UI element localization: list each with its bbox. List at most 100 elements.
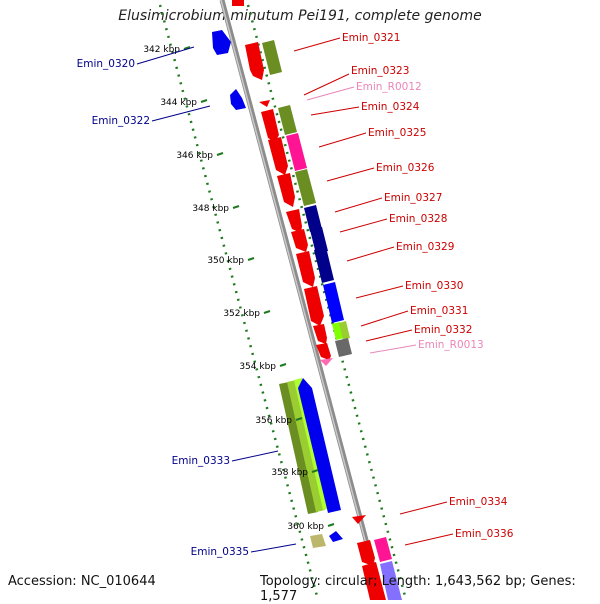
gene-emin-r0013: [320, 358, 333, 366]
scale-tick: [232, 205, 240, 209]
gene-label[interactable]: Emin_0323: [351, 65, 409, 77]
gene-emin-0333-b: [287, 380, 325, 512]
gene-label[interactable]: Emin_0329: [396, 241, 454, 253]
map-title: Elusimicrobium minutum Pei191, complete …: [118, 8, 482, 24]
gene-emin-0323: [259, 100, 270, 107]
gene-label-leader: [334, 197, 383, 213]
scale-tick-label: 344 kbp: [160, 98, 197, 108]
gene-emin-0325: [268, 137, 288, 175]
gene-label[interactable]: Emin_0328: [389, 213, 447, 225]
gene-label-leader: [310, 106, 360, 116]
gene-label-leader: [365, 329, 413, 342]
gene-label-leader: [318, 132, 367, 148]
gene-label[interactable]: Emin_0324: [361, 101, 420, 113]
scale-tick-label: 358 kbp: [271, 468, 308, 478]
gene-label[interactable]: Emin_0334: [449, 496, 508, 508]
scale-tick: [247, 257, 255, 261]
gene-label[interactable]: Emin_0333: [172, 455, 230, 467]
gene-emin-0336-bottom2: [380, 561, 402, 600]
gene-label[interactable]: Emin_0335: [191, 546, 249, 558]
gene-label-leader: [360, 310, 409, 327]
gene-label-leader: [369, 344, 417, 354]
scale-tick-label: 348 kbp: [192, 204, 229, 214]
gene-emin-0322: [230, 89, 246, 110]
gene-label-leader: [339, 218, 388, 233]
gene-emin-0331: [313, 324, 327, 344]
gene-emin-0328: [291, 229, 308, 252]
scale-tick: [327, 523, 335, 527]
scale-tick-label: 350 kbp: [207, 256, 244, 266]
scale-tick: [216, 152, 224, 156]
gene-emin-0327-feature: [304, 205, 322, 232]
gene-emin-0326-feature: [295, 169, 316, 206]
gene-emin-0330: [304, 286, 324, 326]
gene-emin-0321-feature: [262, 40, 282, 75]
gene-label[interactable]: Emin_0326: [376, 162, 435, 174]
gene-emin-0320: [212, 30, 231, 55]
ruler-right: [246, 4, 408, 600]
gene-emin-0330-feature: [323, 282, 344, 323]
gene-label-leader: [346, 246, 395, 262]
gene-label[interactable]: Emin_0321: [342, 32, 400, 44]
gene-label-leader: [293, 37, 341, 52]
gene-label[interactable]: Emin_0327: [384, 192, 442, 204]
gene-label[interactable]: Emin_R0012: [356, 81, 422, 93]
gene-emin-0327: [286, 209, 302, 233]
gene-emin-0329-feature: [314, 247, 334, 283]
gene-emin-0324: [261, 109, 279, 142]
gene-emin-0333-d: [298, 378, 341, 513]
gene-emin-0331-feature2: [339, 321, 350, 340]
gene-label-leader: [136, 46, 195, 65]
scale-tick: [311, 469, 319, 473]
scale-tick-label: 342 kbp: [143, 45, 180, 55]
accession-text: Accession: NC_010644: [8, 574, 156, 589]
gene-label[interactable]: Emin_0330: [405, 280, 463, 292]
gene-emin-0335: [310, 534, 326, 548]
gene-label-leader: [306, 86, 355, 101]
gene-emin-0336-bottom: [362, 562, 386, 600]
genome-backbone-highlight: [220, 0, 382, 600]
gene-emin-0329: [296, 251, 315, 287]
gene-emin-0333-a: [279, 382, 318, 514]
scale-tick-label: 360 kbp: [287, 522, 324, 532]
gene-label-leader: [326, 167, 375, 182]
scale-tick-label: 352 kbp: [223, 309, 260, 319]
gene-emin-0328-feature: [310, 227, 328, 254]
scale-tick-label: 354 kbp: [239, 362, 276, 372]
gene-emin-0335-b: [329, 531, 343, 542]
scale-tick: [279, 363, 287, 367]
gene-label-leader: [303, 73, 350, 96]
genome-backbone: [219, 0, 385, 600]
scale-tick: [295, 417, 303, 421]
gene-top-red: [232, 0, 244, 6]
gene-label[interactable]: Emin_0325: [368, 127, 426, 139]
gene-emin-0334: [352, 515, 366, 524]
gene-emin-0326: [277, 173, 295, 207]
gene-emin-0325-feature: [286, 133, 307, 171]
gene-label-leader: [404, 533, 454, 546]
gene-label-leader: [231, 450, 279, 462]
gene-emin-0336: [357, 540, 375, 566]
scale-tick-label: 356 kbp: [255, 416, 292, 426]
scale-tick: [183, 46, 191, 50]
gene-label-leader: [355, 285, 404, 299]
gene-emin-0324-feature: [278, 105, 297, 135]
gene-label-leader: [151, 105, 211, 122]
scale-tick: [200, 99, 208, 103]
gene-label[interactable]: Emin_R0013: [418, 339, 484, 351]
gene-label[interactable]: Emin_0332: [414, 324, 472, 336]
gene-emin-0321: [245, 42, 264, 80]
gene-label[interactable]: Emin_0320: [77, 58, 135, 70]
gene-emin-0332: [316, 343, 331, 360]
gene-emin-0332-feature: [335, 338, 352, 357]
gene-label-leader: [250, 543, 297, 553]
scale-tick-label: 346 kbp: [176, 151, 213, 161]
ruler-left: [158, 4, 320, 600]
scale-tick: [263, 310, 271, 314]
gene-label[interactable]: Emin_0322: [92, 115, 150, 127]
gene-emin-0336-feature: [374, 537, 392, 562]
gene-label-leader: [399, 501, 448, 515]
gene-label[interactable]: Emin_0331: [410, 305, 468, 317]
gene-label[interactable]: Emin_0336: [455, 528, 514, 540]
